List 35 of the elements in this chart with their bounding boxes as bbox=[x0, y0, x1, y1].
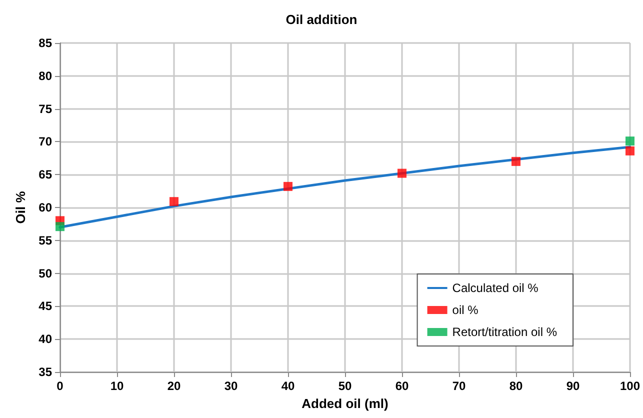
legend-label: oil % bbox=[452, 303, 479, 317]
y-tick-label: 45 bbox=[38, 299, 52, 314]
point bbox=[625, 146, 634, 156]
point bbox=[397, 168, 406, 178]
point bbox=[511, 156, 520, 166]
y-tick-label: 60 bbox=[38, 200, 52, 214]
point bbox=[625, 136, 634, 146]
point bbox=[56, 222, 64, 232]
y-tick-label: 70 bbox=[38, 134, 52, 149]
x-tick-label: 20 bbox=[167, 379, 181, 393]
y-axis-title: Oil % bbox=[13, 190, 28, 224]
y-tick-label: 40 bbox=[38, 332, 52, 346]
x-tick-label: 60 bbox=[395, 379, 409, 393]
y-tick-label: 85 bbox=[38, 36, 52, 50]
y-tick-label: 75 bbox=[38, 102, 52, 116]
x-tick-label: 0 bbox=[56, 379, 64, 393]
y-tick-label: 65 bbox=[38, 168, 52, 182]
legend-label: Calculated oil % bbox=[452, 281, 539, 295]
x-tick-label: 10 bbox=[110, 379, 124, 393]
y-tick-label: 80 bbox=[38, 68, 52, 83]
legend-label: Retort/titration oil % bbox=[452, 325, 558, 339]
point bbox=[283, 182, 292, 191]
chart-title: Oil addition bbox=[286, 12, 358, 27]
y-tick-label: 55 bbox=[38, 233, 52, 248]
x-tick-label: 70 bbox=[452, 379, 466, 393]
x-axis-title: Added oil (ml) bbox=[302, 396, 388, 411]
x-tick-label: 80 bbox=[509, 379, 523, 393]
x-tick-label: 90 bbox=[566, 379, 580, 393]
x-tick-label: 100 bbox=[620, 379, 640, 393]
point bbox=[170, 197, 178, 206]
x-tick-label: 40 bbox=[281, 379, 295, 393]
x-tick-label: 30 bbox=[224, 379, 238, 393]
y-tick-label: 50 bbox=[38, 266, 52, 280]
x-tick-label: 50 bbox=[338, 379, 352, 393]
y-tick-label: 35 bbox=[38, 365, 52, 379]
